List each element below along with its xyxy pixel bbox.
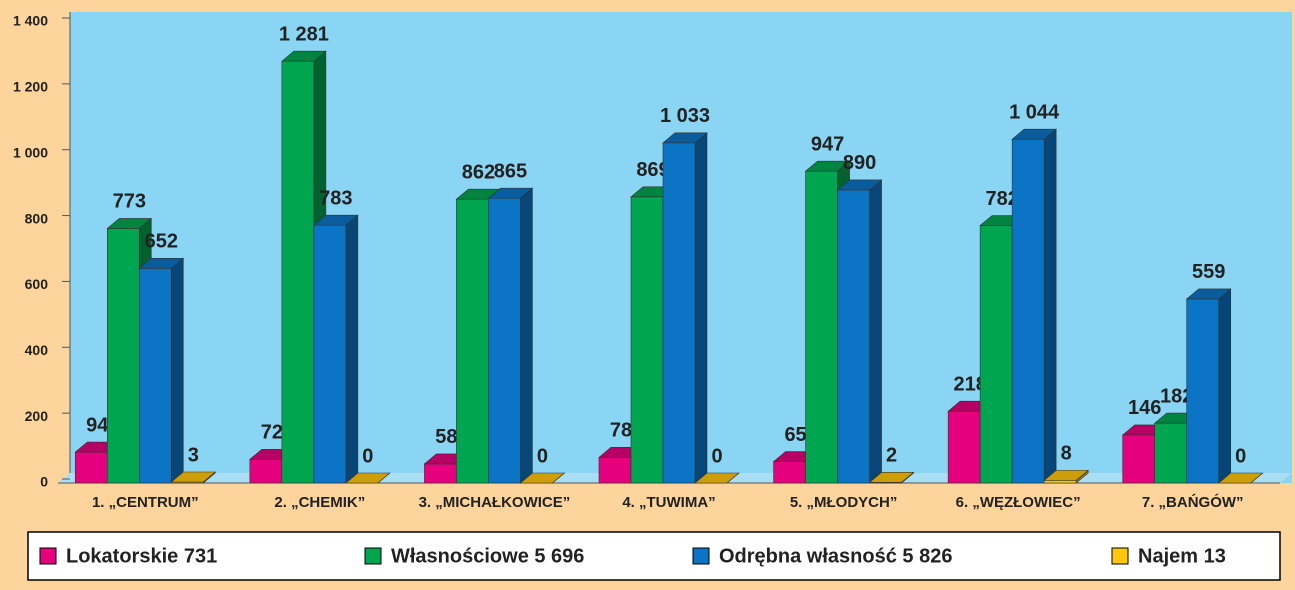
value-label: 2 [886, 445, 897, 467]
bar [1122, 434, 1156, 484]
bar [106, 228, 140, 484]
bar-top [662, 132, 708, 144]
x-tick-label: 3. „MICHAŁKOWICE” [419, 494, 571, 511]
bar [979, 225, 1013, 484]
legend-swatch [1111, 547, 1129, 565]
x-tick-label: 2. „CHEMIK” [274, 494, 365, 511]
bar-top [138, 258, 185, 269]
x-tick-label: 1. „CENTRUM” [92, 494, 199, 511]
bar [1043, 480, 1077, 484]
value-label: 869 [636, 159, 669, 181]
value-label: 0 [1235, 445, 1246, 467]
legend-label: Najem 13 [1138, 545, 1226, 567]
value-label: 559 [1192, 261, 1225, 283]
bar-top [1185, 288, 1232, 300]
bar [1186, 298, 1220, 484]
value-label: 78 [610, 420, 632, 442]
bar [1011, 138, 1045, 484]
bar-top [1011, 128, 1057, 140]
bar [662, 142, 696, 484]
value-label: 865 [494, 160, 527, 182]
value-label: 146 [1128, 397, 1161, 419]
value-label: 0 [537, 445, 548, 467]
value-label: 947 [811, 133, 844, 155]
bar [947, 410, 981, 484]
bar-top [1217, 472, 1264, 484]
value-label: 773 [113, 191, 146, 213]
value-label: 58 [435, 426, 457, 448]
bar [837, 189, 870, 484]
value-label: 94 [86, 414, 109, 436]
y-tick-label: 1 400 [13, 13, 48, 29]
value-label: 0 [711, 445, 722, 467]
y-tick-label: 0 [40, 474, 48, 490]
value-label: 1 033 [660, 105, 710, 127]
bar [805, 170, 838, 484]
bar [773, 461, 806, 484]
value-label: 8 [1061, 443, 1072, 465]
bar-top [345, 472, 391, 484]
x-tick-label: 4. „TUWIMA” [622, 494, 715, 511]
x-tick-label: 5. „MŁODYCH” [790, 494, 898, 511]
legend-label: Odrębna własność 5 826 [719, 545, 952, 567]
bar [313, 224, 347, 484]
bar-top [170, 471, 217, 483]
y-tick-label: 800 [25, 210, 49, 226]
bar-top [694, 472, 740, 484]
y-tick-label: 400 [25, 342, 49, 358]
value-label: 782 [985, 188, 1018, 210]
bar-side [170, 257, 184, 484]
y-tick-label: 1 200 [13, 79, 48, 95]
bar-top [281, 50, 327, 62]
y-tick-label: 1 000 [13, 144, 48, 160]
value-label: 218 [953, 373, 986, 395]
value-label: 1 281 [279, 23, 329, 45]
legend-swatch [39, 547, 57, 565]
bar-side [1043, 128, 1057, 484]
value-label: 65 [784, 424, 806, 446]
bar [138, 268, 172, 484]
bar [424, 463, 457, 484]
value-label: 72 [261, 422, 283, 444]
bar-side [345, 214, 359, 484]
bar-side [694, 132, 708, 484]
bar-side [520, 187, 533, 484]
x-tick-label: 6. „WĘZŁOWIEC” [956, 494, 1081, 511]
bar [74, 451, 108, 484]
bar [281, 60, 315, 484]
bar-top [868, 472, 915, 483]
legend [27, 531, 1281, 581]
y-tick-label: 200 [25, 408, 49, 424]
value-label: 0 [362, 445, 373, 467]
bar [630, 196, 664, 484]
value-label: 182 [1160, 385, 1193, 407]
bar [1154, 422, 1188, 484]
value-label: 862 [462, 161, 495, 183]
y-tick-label: 600 [25, 276, 49, 292]
legend-label: Własnościowe 5 696 [391, 545, 584, 567]
value-label: 1 044 [1009, 102, 1060, 124]
bar-top [804, 160, 851, 172]
value-label: 890 [843, 152, 876, 174]
bar [488, 197, 521, 484]
bar-top [106, 218, 153, 229]
bar [249, 458, 283, 484]
legend-swatch [364, 547, 382, 565]
bar-top [1043, 470, 1089, 481]
bar [598, 457, 632, 484]
bar [456, 198, 489, 484]
bar-side [1218, 288, 1232, 484]
bar-top [519, 472, 566, 484]
bar-top [487, 187, 534, 199]
x-tick-label: 7. „BAŃGÓW” [1142, 493, 1244, 511]
bar-side [869, 179, 882, 484]
value-label: 652 [145, 231, 178, 253]
bar-top [836, 179, 883, 191]
value-label: 783 [319, 187, 352, 209]
bar-top [313, 214, 359, 226]
value-label: 3 [188, 444, 199, 466]
legend-label: Lokatorskie 731 [66, 545, 217, 567]
legend-swatch [692, 547, 710, 565]
